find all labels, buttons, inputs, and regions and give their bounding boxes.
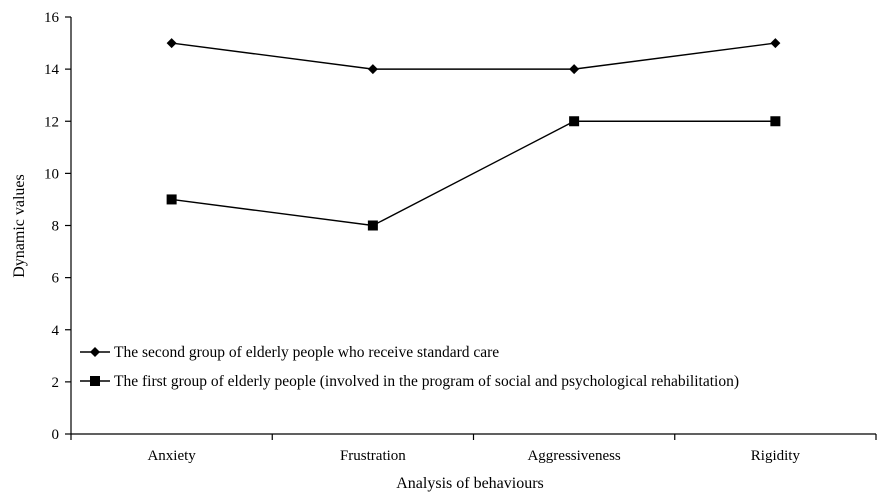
y-tick-label: 8 [52, 219, 60, 235]
x-tick-label: Frustration [340, 448, 406, 464]
square-marker [770, 116, 781, 127]
legend-label: The second group of elderly people who r… [114, 344, 499, 361]
y-axis-title: Dynamic values [11, 174, 28, 278]
series-line [171, 120, 776, 227]
y-tick-label: 16 [44, 10, 60, 26]
y-tick-label: 14 [44, 62, 60, 78]
y-tick-label: 4 [52, 323, 60, 339]
y-tick-label: 6 [52, 271, 60, 287]
y-tick-label: 0 [52, 427, 60, 443]
y-axis: 0 2 4 6 8 10 12 14 16 [44, 10, 72, 443]
x-axis-title: Analysis of behaviours [396, 475, 544, 492]
legend-diamond-marker [90, 347, 100, 357]
legend-item-2: The first group of elderly people (invol… [80, 373, 739, 390]
legend-item-1: The second group of elderly people who r… [80, 344, 499, 361]
x-tick-label: Rigidity [751, 448, 801, 464]
x-tick-label: Aggressiveness [527, 448, 620, 464]
square-marker [569, 116, 580, 127]
y-tick-label: 12 [44, 114, 59, 130]
square-marker [367, 220, 378, 231]
series-1 [166, 38, 781, 75]
legend: The second group of elderly people who r… [80, 344, 739, 390]
square-marker [166, 194, 177, 205]
x-axis: Anxiety Frustration Aggressiveness Rigidity [70, 433, 877, 464]
diamond-marker [367, 64, 378, 75]
y-tick-label: 2 [52, 375, 60, 391]
diamond-marker [770, 38, 781, 49]
x-tick-label: Anxiety [147, 448, 196, 464]
series-2 [166, 116, 781, 231]
series-layer [166, 38, 781, 231]
y-tick-label: 10 [44, 166, 59, 182]
diamond-marker [569, 64, 580, 75]
diamond-marker [166, 38, 177, 49]
legend-square-marker [90, 376, 100, 386]
legend-label: The first group of elderly people (invol… [114, 373, 739, 390]
series-line [171, 42, 776, 70]
